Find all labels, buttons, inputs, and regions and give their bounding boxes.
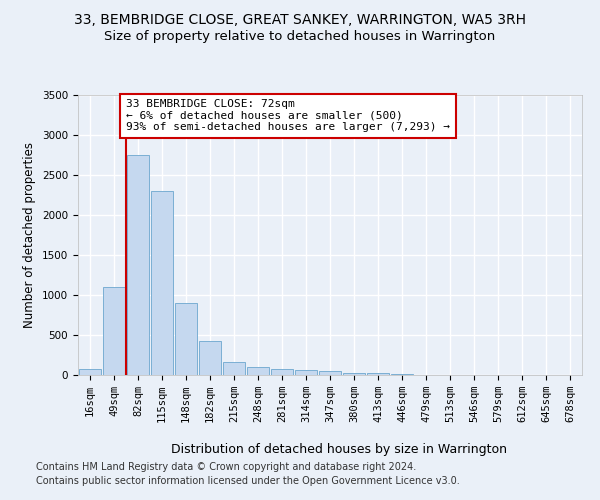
- Bar: [199, 342, 221, 375]
- Text: 33, BEMBRIDGE CLOSE, GREAT SANKEY, WARRINGTON, WA5 3RH: 33, BEMBRIDGE CLOSE, GREAT SANKEY, WARRI…: [74, 12, 526, 26]
- Text: 33 BEMBRIDGE CLOSE: 72sqm
← 6% of detached houses are smaller (500)
93% of semi-: 33 BEMBRIDGE CLOSE: 72sqm ← 6% of detach…: [126, 99, 450, 132]
- Bar: [151, 191, 173, 375]
- Bar: [175, 303, 197, 375]
- Bar: [367, 374, 389, 375]
- Bar: [127, 155, 149, 375]
- Text: Size of property relative to detached houses in Warrington: Size of property relative to detached ho…: [104, 30, 496, 43]
- Text: Distribution of detached houses by size in Warrington: Distribution of detached houses by size …: [171, 442, 507, 456]
- Bar: [343, 372, 365, 375]
- Bar: [319, 371, 341, 375]
- Bar: [295, 370, 317, 375]
- Bar: [391, 374, 413, 375]
- Text: Contains public sector information licensed under the Open Government Licence v3: Contains public sector information licen…: [36, 476, 460, 486]
- Bar: [103, 287, 125, 375]
- Bar: [223, 362, 245, 375]
- Text: Contains HM Land Registry data © Crown copyright and database right 2024.: Contains HM Land Registry data © Crown c…: [36, 462, 416, 472]
- Bar: [247, 367, 269, 375]
- Bar: [79, 370, 101, 375]
- Bar: [271, 369, 293, 375]
- Y-axis label: Number of detached properties: Number of detached properties: [23, 142, 37, 328]
